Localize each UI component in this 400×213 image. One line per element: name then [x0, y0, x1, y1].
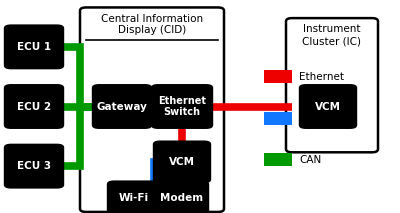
Text: CAN: CAN	[299, 155, 322, 165]
Text: Central Information
Display (CID): Central Information Display (CID)	[101, 14, 203, 35]
Text: Ethernet
Switch: Ethernet Switch	[158, 96, 206, 117]
Text: USB: USB	[299, 113, 320, 123]
Text: Ethernet: Ethernet	[299, 72, 344, 82]
FancyBboxPatch shape	[4, 24, 64, 69]
FancyBboxPatch shape	[264, 70, 292, 83]
Text: VCM: VCM	[169, 157, 195, 167]
Text: ECU 3: ECU 3	[17, 161, 51, 171]
FancyBboxPatch shape	[153, 141, 211, 183]
Text: Gateway: Gateway	[96, 102, 148, 111]
FancyBboxPatch shape	[264, 153, 292, 166]
FancyBboxPatch shape	[4, 144, 64, 189]
FancyBboxPatch shape	[286, 18, 378, 152]
Text: Modem: Modem	[160, 193, 204, 203]
FancyBboxPatch shape	[80, 7, 224, 212]
Text: Instrument
Cluster (IC): Instrument Cluster (IC)	[302, 24, 362, 46]
FancyBboxPatch shape	[4, 84, 64, 129]
FancyBboxPatch shape	[299, 84, 357, 129]
FancyBboxPatch shape	[264, 112, 292, 125]
FancyBboxPatch shape	[155, 180, 209, 213]
Text: ECU 1: ECU 1	[17, 42, 51, 52]
FancyBboxPatch shape	[151, 84, 213, 129]
FancyBboxPatch shape	[107, 180, 161, 213]
Text: VCM: VCM	[315, 102, 341, 111]
Text: Wi-Fi: Wi-Fi	[119, 193, 149, 203]
FancyBboxPatch shape	[92, 84, 152, 129]
Text: ECU 2: ECU 2	[17, 102, 51, 111]
